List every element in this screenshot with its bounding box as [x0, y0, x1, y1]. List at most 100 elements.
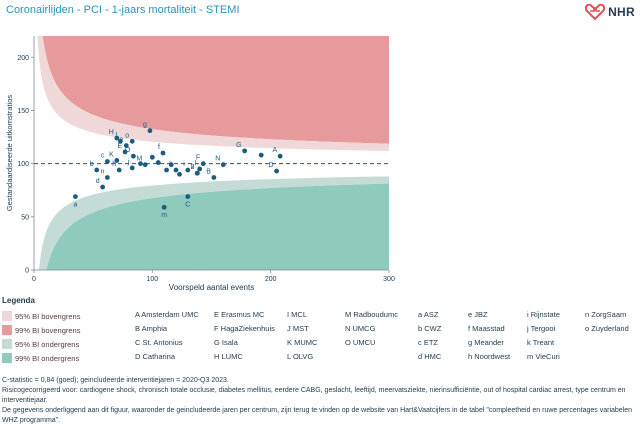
point-label: g: [143, 122, 147, 129]
point-label: n: [100, 168, 104, 175]
point-label: m: [161, 212, 167, 219]
y-tick-label: 150: [17, 108, 29, 115]
legend-hospital: n ZorgSaam: [585, 310, 627, 319]
axes: 0 50 100 150 200 0 100 200 300 Voorspeld aantal e…: [5, 36, 395, 292]
legend-hospital: J MST: [287, 324, 309, 333]
data-point: [142, 162, 148, 168]
point-label: f: [158, 144, 160, 151]
legend-hospital: g Meander: [468, 338, 504, 347]
point-label: I: [195, 160, 197, 167]
legend: Legenda 95% BI bovengrens 99% BI bovengre…: [2, 296, 642, 363]
footnotes: C-statistic = 0,84 (goed); geincludeerde…: [2, 376, 638, 426]
legend-band: 99% BI ondergrens: [2, 352, 79, 364]
point-label: c: [101, 153, 105, 160]
data-point: [197, 166, 203, 172]
point-label: j: [127, 159, 130, 166]
legend-hospital: i Rijnstate: [527, 310, 560, 319]
legend-hospital: h Noordwest: [468, 352, 511, 361]
point-label: B: [206, 168, 211, 175]
data-point: [117, 138, 123, 144]
legend-band: 95% BI bovengrens: [2, 310, 80, 322]
legend-hospital: F HagaZiekenhuis: [214, 324, 275, 333]
data-point: [173, 167, 179, 173]
data-point: [100, 184, 106, 190]
data-point: [211, 175, 217, 180]
data-point: [149, 154, 155, 160]
data-point: [258, 152, 264, 158]
legend-hospital: e JBZ: [468, 310, 488, 319]
legend-hospital: m VieCuri: [527, 352, 560, 361]
x-tick-label: 300: [383, 276, 395, 283]
point-label: M: [136, 156, 142, 163]
legend-band-label: 95% BI bovengrens: [15, 311, 81, 321]
point-label: a: [73, 202, 77, 209]
point-label: O: [125, 147, 131, 154]
legend-swatch: [2, 325, 12, 335]
data-point: [200, 161, 206, 167]
point-label: N: [215, 156, 220, 163]
legend-swatch: [2, 339, 12, 349]
footnote-data-source: De gegevens onderliggend aan dit figuur,…: [2, 407, 633, 424]
data-point: [94, 167, 100, 173]
footnote-risk-adjustment: Risicogecorrigeerd voor: cardiogene shoc…: [2, 387, 626, 404]
y-tick-label: 100: [17, 161, 29, 168]
point-label: A: [272, 147, 277, 154]
data-point: [147, 128, 153, 134]
logo-text: NHR: [608, 5, 635, 19]
data-point: [122, 149, 128, 155]
point-label: H: [109, 129, 114, 136]
data-point: [242, 148, 248, 154]
point-label: K: [109, 151, 114, 158]
data-point: [220, 162, 226, 168]
nhr-heart-icon: [585, 4, 606, 20]
legend-band: 99% BI bovengrens: [2, 324, 80, 336]
legend-band: 95% BI ondergrens: [2, 338, 79, 350]
confidence-bands: [34, 36, 389, 270]
data-point: [164, 167, 169, 173]
legend-hospital: E Erasmus MC: [214, 310, 265, 319]
legend-hospital: H LUMC: [214, 352, 243, 361]
data-point: [114, 135, 120, 141]
point-label: h: [112, 161, 116, 168]
x-tick-label: 100: [146, 276, 158, 283]
legend-swatch: [2, 311, 12, 321]
legend-band-label: 95% BI ondergrens: [15, 339, 80, 349]
x-tick-label: 200: [265, 276, 277, 283]
footnote-cstat: C-statistic = 0,84 (goed); geincludeerde…: [2, 377, 229, 384]
nhr-logo: NHR: [585, 3, 635, 21]
data-point: [73, 194, 78, 200]
funnel-plot: 0 50 100 150 200 0 100 200 300 Voorspeld aantal e…: [5, 36, 395, 292]
legend-hospital: K MUMC: [287, 338, 318, 347]
page-title: Coronairlijden - PCI - 1-jaars mortalite…: [6, 4, 240, 16]
legend-hospital: a ASZ: [418, 310, 439, 319]
legend-band-label: 99% BI ondergrens: [15, 353, 80, 363]
legend-hospital: A Amsterdam UMC: [135, 310, 199, 319]
y-tick-label: 0: [25, 268, 29, 275]
point-label: o: [125, 132, 129, 139]
legend-swatch: [2, 353, 12, 363]
point-label: i: [183, 161, 185, 168]
point-label: d: [96, 178, 100, 185]
data-point: [129, 165, 135, 171]
data-point: [114, 158, 120, 163]
band-95-lower: [35, 176, 389, 270]
data-point: [194, 170, 200, 176]
point-label: C: [185, 202, 190, 209]
data-point: [138, 161, 143, 167]
point-label: k: [191, 164, 195, 171]
band-99-lower: [35, 183, 389, 270]
legend-hospital: c ETZ: [418, 338, 438, 347]
legend-hospital: D Catharina: [135, 352, 176, 361]
legend-hospital: b CWZ: [418, 324, 442, 333]
data-point: [104, 159, 110, 164]
data-point: [116, 167, 122, 173]
legend-hospital: G Isala: [214, 338, 238, 347]
data-point: [131, 153, 136, 159]
data-point: [129, 138, 135, 144]
data-point: [277, 153, 283, 159]
legend-hospital: d HMC: [418, 352, 442, 361]
legend-hospital: N UMCG: [345, 324, 376, 333]
legend-hospital: O UMCU: [345, 338, 376, 347]
legend-hospital: I MCL: [287, 310, 308, 319]
y-axis-label: Gestandaardiseerde uitkomstratios: [5, 95, 14, 212]
